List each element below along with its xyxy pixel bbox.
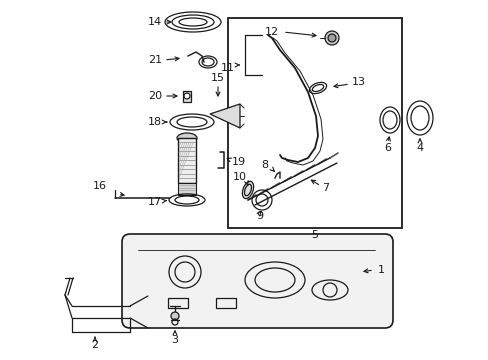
FancyBboxPatch shape [122, 234, 392, 328]
Text: 5: 5 [311, 230, 318, 240]
Text: 2: 2 [91, 340, 99, 350]
Circle shape [325, 31, 338, 45]
Bar [216, 298, 236, 308]
Bar [178, 138, 196, 183]
Ellipse shape [242, 181, 253, 199]
Text: 9: 9 [256, 211, 263, 221]
Circle shape [327, 34, 335, 42]
Bar [168, 298, 187, 308]
Text: 4: 4 [416, 143, 423, 153]
Text: 1: 1 [377, 265, 384, 275]
Text: 8: 8 [261, 160, 268, 170]
Text: 18: 18 [148, 117, 162, 127]
Bar [227, 18, 401, 228]
Polygon shape [209, 104, 240, 128]
Text: 17: 17 [148, 197, 162, 207]
Ellipse shape [177, 133, 197, 143]
Text: 3: 3 [171, 335, 178, 345]
Bar [178, 183, 196, 195]
Text: 7: 7 [321, 183, 328, 193]
Text: 21: 21 [148, 55, 162, 65]
Text: 15: 15 [210, 73, 224, 83]
Text: 19: 19 [231, 157, 245, 167]
Circle shape [183, 93, 190, 99]
Text: 6: 6 [384, 143, 391, 153]
Text: 14: 14 [148, 17, 162, 27]
Text: 16: 16 [93, 181, 107, 191]
Text: 12: 12 [264, 27, 279, 37]
Circle shape [171, 312, 179, 320]
Bar [183, 91, 191, 102]
Text: 13: 13 [351, 77, 365, 87]
Text: 11: 11 [221, 63, 235, 73]
Text: 20: 20 [148, 91, 162, 101]
Text: 10: 10 [232, 172, 246, 182]
